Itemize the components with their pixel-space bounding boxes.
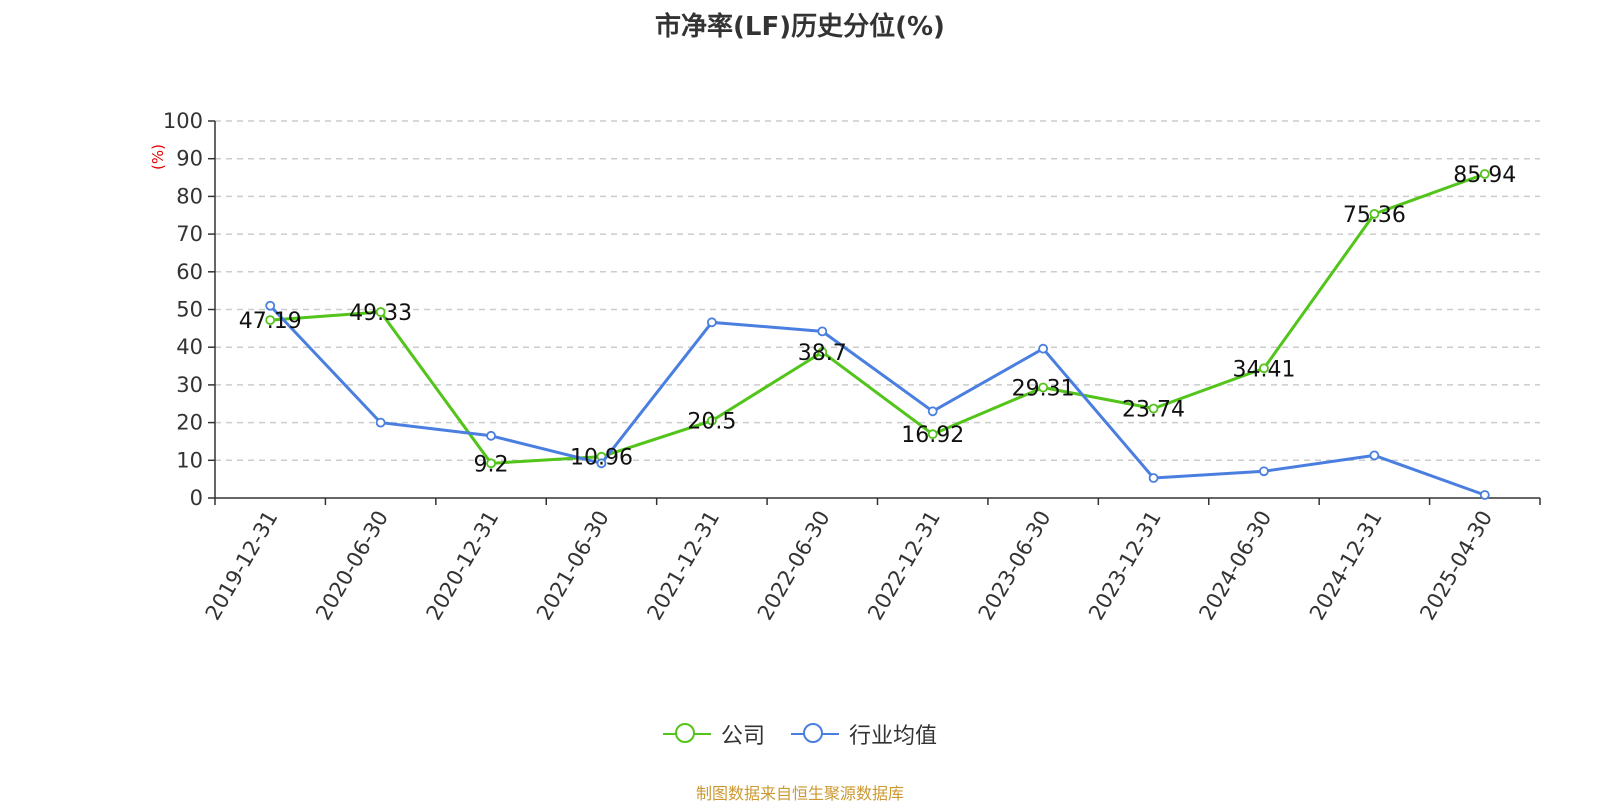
data-point [927,406,938,417]
data-point [817,347,828,358]
legend-swatch-industry [791,722,839,746]
x-tick-label: 2019-12-31 [201,507,283,625]
data-label: 10.96 [570,446,633,471]
data-point [265,300,276,311]
data-point [1148,403,1159,414]
data-point [1038,343,1049,354]
legend: 公司 行业均值 [0,718,1600,750]
data-point [375,307,386,317]
source-note: 制图数据来自恒生聚源数据库 [695,784,904,803]
data-point [486,430,496,441]
data-point [706,317,717,328]
data-point [596,458,607,469]
data-point [706,415,717,426]
data-label: 16.92 [901,423,964,448]
data-label: 85.94 [1453,163,1516,188]
data-point [927,429,938,440]
data-label: 38.7 [798,341,847,366]
y-tick-label: 70 [176,222,203,246]
data-label: 49.33 [349,301,412,326]
x-tick-label: 2022-12-31 [863,506,945,624]
y-tick-label: 0 [190,486,203,510]
legend-item-company[interactable]: 公司 [662,718,765,750]
data-point [486,458,496,469]
data-point [1479,490,1490,500]
data-point [375,417,386,428]
x-tick-label: 2022-06-30 [753,507,835,625]
x-tick-label: 2024-12-31 [1305,507,1387,625]
series-line-0 [270,172,1486,465]
data-label: 29.31 [1012,377,1075,402]
y-axis-unit-label: (%) [149,144,167,170]
legend-swatch-company [662,722,711,746]
legend-label-company: 公司 [720,724,765,749]
y-tick-label: 40 [176,335,203,359]
data-point [1148,473,1159,483]
data-point [1038,382,1049,393]
data-label: 34.41 [1232,357,1295,382]
data-label: 20.5 [687,410,736,435]
y-tick-label: 30 [176,373,203,397]
data-label: 9.2 [474,452,509,477]
data-point [1369,208,1380,219]
x-tick-label: 2024-06-30 [1194,507,1276,625]
x-tick-label: 2020-12-31 [422,506,504,624]
y-tick-label: 100 [163,109,203,133]
y-tick-label: 10 [176,448,203,472]
series-line-1 [269,304,1486,497]
legend-item-industry[interactable]: 行业均值 [791,718,937,750]
x-tick-label: 2021-06-30 [532,507,614,625]
data-point [1369,450,1380,461]
data-point [817,326,828,337]
x-tick-label: 2020-06-30 [311,507,393,625]
data-point [265,315,276,325]
x-tick-label: 2023-12-31 [1084,507,1166,625]
x-tick-label: 2021-12-31 [642,507,724,625]
chart-title: 市净率(LF)历史分位(%) [655,12,945,42]
y-tick-label: 80 [176,184,203,208]
y-tick-label: 90 [176,147,203,171]
y-tick-label: 60 [176,260,203,284]
x-tick-label: 2023-06-30 [974,507,1056,625]
y-tick-label: 20 [176,411,203,435]
data-point [1259,466,1269,477]
data-point [1259,363,1269,374]
data-label: 75.36 [1343,203,1406,228]
x-tick-label: 2025-04-30 [1415,507,1497,625]
y-tick-label: 50 [176,298,203,322]
data-label: 47.19 [239,309,302,334]
data-point [1479,169,1490,179]
legend-label-industry: 行业均值 [849,724,938,749]
data-label: 23.74 [1122,398,1185,423]
